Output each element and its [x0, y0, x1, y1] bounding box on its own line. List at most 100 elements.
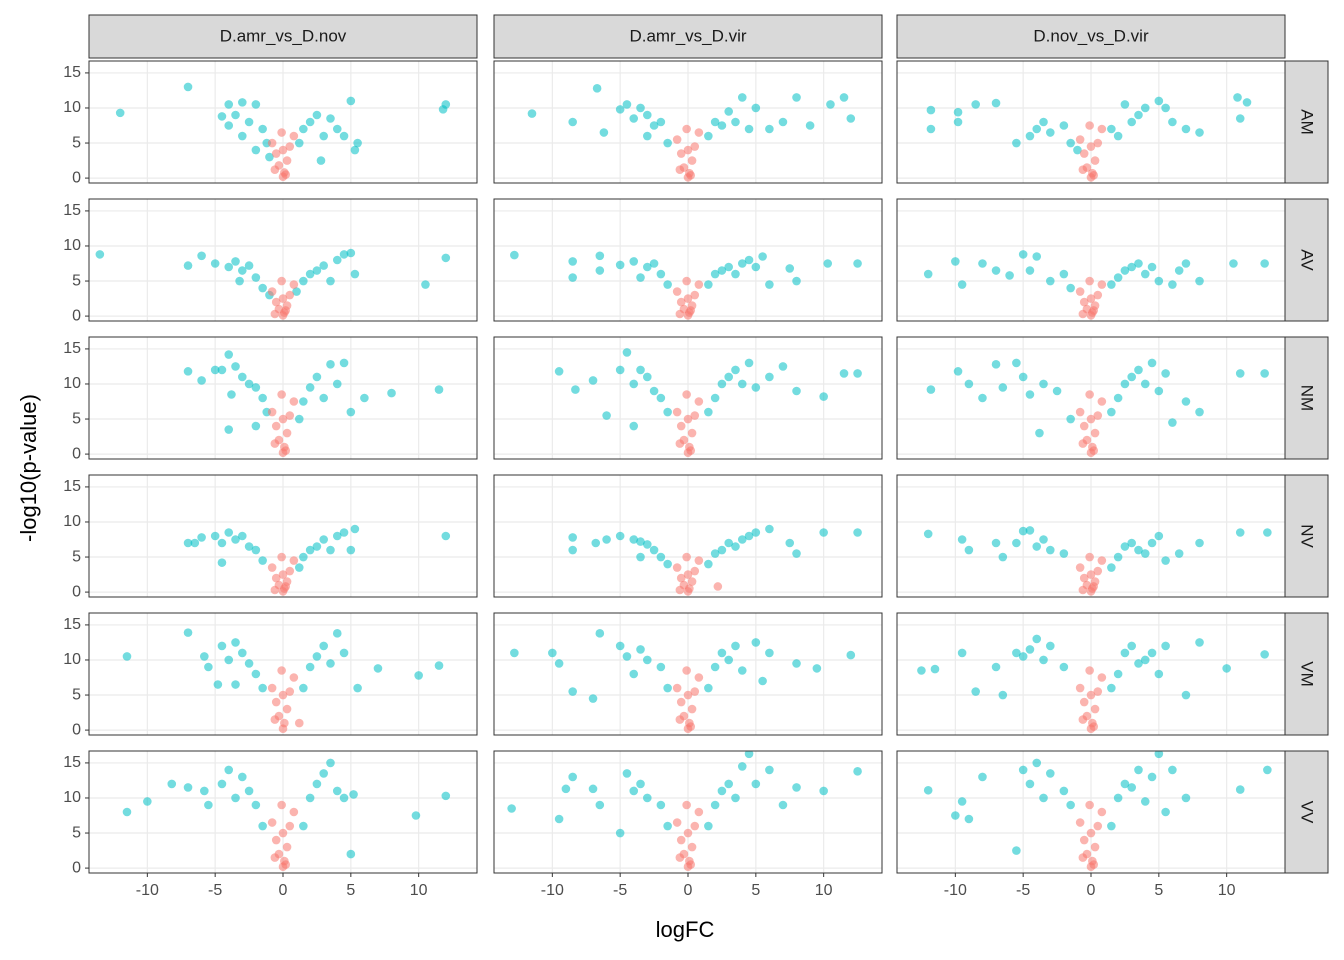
point — [724, 538, 733, 548]
point — [853, 528, 862, 537]
point — [717, 121, 727, 130]
point — [305, 117, 315, 127]
point — [737, 535, 747, 544]
point — [360, 393, 369, 403]
point — [1089, 722, 1099, 731]
point — [281, 170, 291, 179]
point — [1086, 570, 1096, 579]
point — [595, 629, 605, 638]
point — [682, 800, 691, 810]
point — [350, 269, 360, 279]
point — [724, 107, 733, 116]
point — [643, 655, 652, 665]
point — [778, 117, 788, 127]
point — [957, 535, 967, 544]
point — [1113, 131, 1123, 141]
point — [724, 779, 733, 789]
point — [167, 779, 177, 789]
point — [1154, 96, 1164, 106]
point — [1168, 418, 1177, 427]
point — [1079, 297, 1089, 307]
point — [1120, 379, 1130, 389]
point — [686, 860, 696, 869]
points — [95, 248, 451, 320]
point — [792, 659, 801, 668]
point — [278, 570, 288, 579]
point — [231, 257, 240, 266]
point — [1127, 262, 1136, 272]
point — [1107, 563, 1116, 572]
point — [622, 652, 632, 661]
point — [1090, 428, 1100, 438]
point — [675, 853, 685, 862]
point — [615, 105, 625, 114]
point — [686, 170, 696, 180]
point — [1235, 114, 1245, 123]
point — [277, 666, 286, 675]
point — [1089, 170, 1099, 180]
point — [346, 545, 356, 555]
point — [683, 414, 693, 424]
point — [1174, 549, 1184, 558]
point — [1107, 821, 1116, 831]
point — [957, 280, 967, 289]
point — [675, 165, 685, 174]
point — [319, 131, 328, 141]
point — [1059, 662, 1069, 672]
point — [231, 638, 240, 647]
facet-label: VM — [1298, 661, 1317, 687]
point — [183, 538, 193, 548]
point — [643, 131, 652, 141]
point — [971, 687, 980, 696]
point — [1075, 563, 1085, 572]
point — [282, 704, 292, 714]
points — [923, 526, 1272, 596]
point — [285, 290, 295, 300]
point — [737, 259, 747, 268]
point — [1154, 751, 1164, 759]
point — [663, 821, 672, 831]
point — [672, 818, 682, 827]
point — [926, 105, 936, 115]
point — [737, 762, 747, 771]
point — [704, 559, 713, 569]
point — [548, 648, 557, 658]
point — [238, 772, 247, 782]
facet-strip — [493, 14, 883, 59]
point — [332, 786, 342, 796]
point — [1233, 93, 1242, 102]
point — [1107, 407, 1116, 417]
point — [998, 552, 1008, 562]
point — [1090, 156, 1100, 165]
point — [1161, 641, 1170, 651]
point — [1032, 542, 1042, 551]
point — [1195, 276, 1204, 286]
point — [675, 309, 685, 319]
point — [224, 425, 234, 434]
point — [258, 683, 267, 693]
point — [571, 385, 580, 394]
x-tick-label: 10 — [815, 882, 833, 899]
facet-strip — [896, 14, 1286, 59]
point — [1134, 545, 1143, 555]
point — [1113, 552, 1123, 562]
point — [663, 683, 672, 693]
point — [1059, 269, 1069, 279]
point — [1263, 528, 1272, 537]
point — [122, 807, 132, 817]
point — [1012, 648, 1021, 658]
point — [731, 117, 740, 127]
point — [244, 117, 254, 127]
point — [923, 785, 933, 795]
point — [267, 138, 277, 148]
point — [751, 103, 761, 113]
panel-border — [493, 612, 883, 736]
point — [271, 149, 281, 158]
point — [1181, 793, 1191, 803]
point — [289, 807, 299, 817]
point — [765, 524, 774, 534]
x-tick-label: 5 — [751, 882, 760, 899]
point — [1090, 842, 1100, 852]
point — [292, 287, 301, 296]
point — [267, 818, 277, 827]
